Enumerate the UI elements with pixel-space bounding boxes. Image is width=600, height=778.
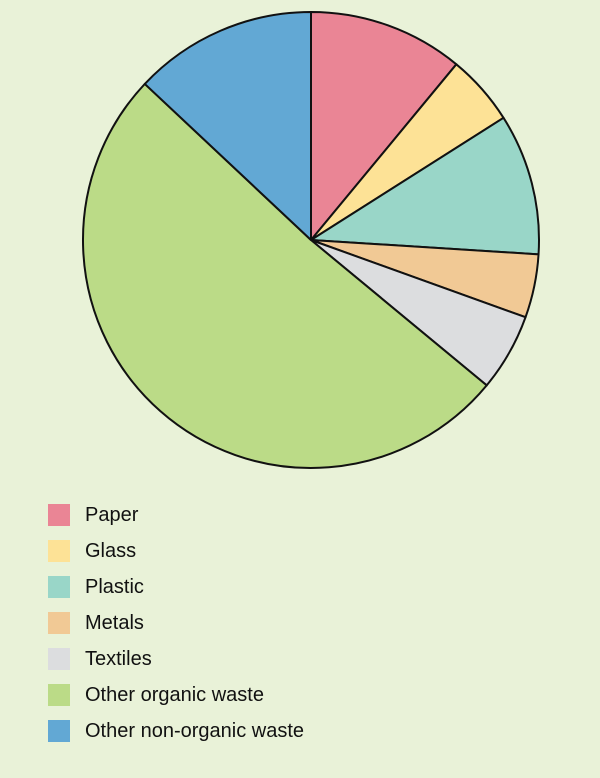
legend-swatch-other-non-organic-waste [48, 720, 70, 742]
legend-label-other-non-organic-waste: Other non-organic waste [85, 720, 305, 742]
legend-label-plastic: Plastic [85, 576, 144, 598]
pie-slice-other-organic-waste [81, 82, 488, 469]
legend-swatch-metals [48, 612, 70, 634]
legend: Paper Glass Plastic Metals Textiles Othe… [48, 497, 304, 749]
pie-slice-other-non-organic-waste [143, 11, 312, 241]
legend-item-textiles: Textiles [48, 641, 304, 677]
legend-item-plastic: Plastic [48, 569, 304, 605]
legend-item-paper: Paper [48, 497, 304, 533]
legend-label-glass: Glass [85, 540, 137, 562]
pie-slice-paper [310, 11, 458, 241]
legend-swatch-other-organic-waste [48, 684, 70, 706]
legend-item-other-non-organic-waste: Other non-organic waste [48, 713, 304, 749]
legend-swatch-paper [48, 504, 70, 526]
legend-swatch-textiles [48, 648, 70, 670]
pie-slice-plastic [310, 116, 540, 256]
legend-swatch-plastic [48, 576, 70, 598]
legend-item-other-organic-waste: Other organic waste [48, 677, 304, 713]
legend-label-other-organic-waste: Other organic waste [85, 684, 264, 706]
legend-label-metals: Metals [85, 612, 144, 634]
legend-label-paper: Paper [85, 504, 139, 526]
legend-label-textiles: Textiles [85, 648, 152, 670]
legend-item-glass: Glass [48, 533, 304, 569]
legend-item-metals: Metals [48, 605, 304, 641]
pie-chart [81, 11, 540, 469]
legend-swatch-glass [48, 540, 70, 562]
